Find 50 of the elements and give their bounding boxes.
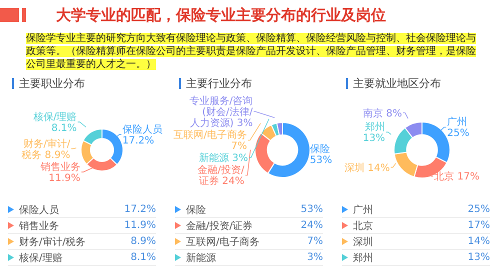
text: 7% xyxy=(307,236,323,247)
legend-label: 郑州 xyxy=(353,252,374,264)
legend-label: 销售业务 xyxy=(19,220,60,232)
slice-label: 南京 8% xyxy=(362,107,402,120)
slice-label: 互联网/电子商务 xyxy=(174,129,247,142)
chart-title: 主要就业地区分布 xyxy=(353,76,441,90)
data-label: 8.9% xyxy=(130,236,156,247)
legend-label: 核保/理赔 xyxy=(19,252,64,264)
legend-label: 保险 xyxy=(186,204,207,216)
slice-label: 保险人员 xyxy=(122,124,162,136)
legend-label: 新能源 xyxy=(186,252,217,264)
data-label: 7% xyxy=(231,141,247,152)
text: 11.9% xyxy=(124,220,156,231)
text: 25% xyxy=(468,204,490,215)
text: 大学专业的匹配，保险专业主要分布的行业及岗位 xyxy=(56,6,386,24)
slice-label: 专业服务/咨询(财会/法律/人力资源) 3% xyxy=(189,95,254,130)
category-label: 新能源 3% xyxy=(198,153,248,164)
text: 8.1% xyxy=(130,252,156,263)
category-label: 深圳 14% xyxy=(344,162,390,174)
data-label: 13% xyxy=(362,133,386,144)
slice-label: 保险 xyxy=(310,143,330,156)
text: 保险学专业主要的研究方向大致有保险理论与政策、保险精算、保险经营风险与控制、社会保险理论与政策等。（保险精算师在保险公司的主要职责是保险产品开发设计、保险产品管理、财务管理，是保险公司里最重要的人才之一。） xyxy=(26,33,476,70)
category-label: 金融/投资/证券 24% xyxy=(198,165,244,188)
legend-label: 保险人员 xyxy=(19,204,60,216)
category-label: 财务/审计/税务 8.9% xyxy=(22,138,70,161)
legend-label: 互联网/电子商务 xyxy=(186,236,260,248)
slice-label: 核保/理赔 xyxy=(32,111,77,124)
data-label: 8.1% xyxy=(51,123,77,134)
slice-label: 销售业务 xyxy=(39,160,80,173)
data-label: 3% xyxy=(307,252,323,263)
data-label: 24% xyxy=(300,220,323,231)
legend-label: 金融/投资/证券 xyxy=(186,220,254,232)
chart-title: 主要职业分布 xyxy=(19,76,85,90)
data-label: 25% xyxy=(447,128,470,140)
legend-label: 财务/审计/税务 xyxy=(19,236,87,248)
text: 13% xyxy=(468,252,490,263)
legend-label: 深圳 xyxy=(353,236,374,248)
legend-label: 北京 xyxy=(353,220,374,232)
data-label: 14% xyxy=(468,236,490,247)
category-label: 北京 17% xyxy=(434,172,480,183)
slice-label: 广州 xyxy=(447,116,468,128)
slice-label: 郑州 xyxy=(365,121,386,134)
text: 53% xyxy=(300,204,323,215)
data-label: 17% xyxy=(468,220,490,231)
chart-title: 主要行业分布 xyxy=(186,76,252,90)
data-label: 53% xyxy=(310,155,332,166)
data-label: 11.9% xyxy=(48,172,80,184)
data-label: 17.2% xyxy=(122,136,154,147)
legend-label: 广州 xyxy=(353,204,374,216)
text: 17.2% xyxy=(124,204,156,215)
